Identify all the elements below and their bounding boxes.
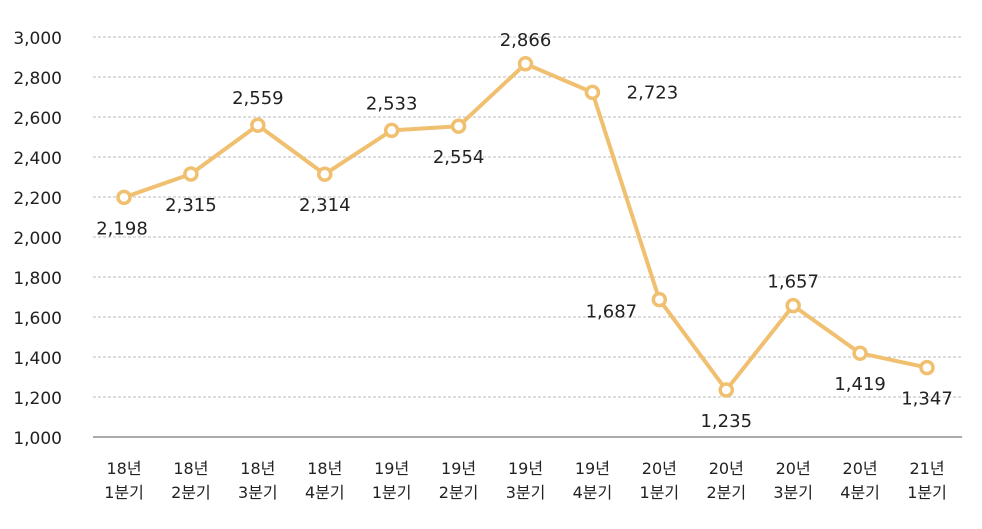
y-axis-ticks: 1,000 1,200 1,400 1,600 1,800 2,000 2,200 2,400… [13,29,62,449]
data-label: 1,419 [834,374,886,395]
data-label: 2,559 [232,88,284,109]
x-tick-label: 18년 4분기 [305,459,345,502]
x-axis-ticks: 18년 1분기 18년 2분기 18년 3분기 18년 4분기 19년 1분기 19년 2분기 19년 3… [104,459,947,502]
y-tick-label: 2,800 [13,69,62,89]
y-tick-label: 1,000 [13,429,62,449]
y-tick-label: 3,000 [13,29,62,49]
data-label: 2,198 [96,218,148,239]
data-label: 1,657 [767,272,819,293]
x-tick-label: 20년 2분기 [706,459,746,502]
data-point [383,122,400,139]
data-point [651,291,668,308]
data-point [852,345,868,361]
y-tick-label: 2,000 [13,229,62,249]
data-label: 2,314 [299,195,351,216]
data-point [250,117,266,133]
data-point [785,297,801,314]
y-tick-label: 1,400 [13,349,62,369]
gridlines [93,36,962,438]
x-tick-label: 21년 1분기 [907,459,947,502]
series-line [116,56,935,398]
y-tick-label: 2,200 [13,189,62,209]
x-tick-label: 20년 3분기 [773,459,813,502]
series-polyline [123,61,928,392]
y-tick-label: 2,400 [13,149,62,169]
data-point [584,84,601,101]
x-tick-label: 19년 3분기 [506,459,546,502]
y-tick-label: 1,200 [13,389,62,409]
x-tick-label: 18년 1분기 [104,459,144,502]
data-label: 1,347 [901,389,953,410]
data-label: 1,235 [700,411,752,432]
data-label: 1,687 [586,302,638,323]
data-point [183,166,199,182]
data-point [919,359,935,376]
y-tick-label: 1,600 [13,309,62,329]
y-tick-label: 2,600 [13,109,62,129]
x-tick-label: 18년 2분기 [171,459,211,502]
data-point [718,382,734,398]
data-point [450,118,467,134]
data-labels: 2,198 2,315 2,559 2,314 2,533 2,554 2,866 2,723… [96,30,953,432]
data-label: 2,723 [627,82,679,103]
x-tick-label: 19년 4분기 [573,459,613,502]
x-tick-label: 20년 4분기 [840,459,880,502]
x-tick-label: 19년 2분기 [439,459,479,502]
data-label: 2,554 [433,147,485,168]
data-label: 2,866 [500,30,552,51]
y-tick-label: 1,800 [13,269,62,289]
data-label: 2,315 [165,195,217,216]
x-tick-label: 19년 1분기 [372,459,412,502]
x-tick-label: 20년 1분기 [640,459,680,502]
data-point [517,56,534,72]
data-point [317,166,333,182]
data-point [116,189,132,206]
data-label: 2,533 [366,93,418,114]
x-tick-label: 18년 3분기 [238,459,278,502]
